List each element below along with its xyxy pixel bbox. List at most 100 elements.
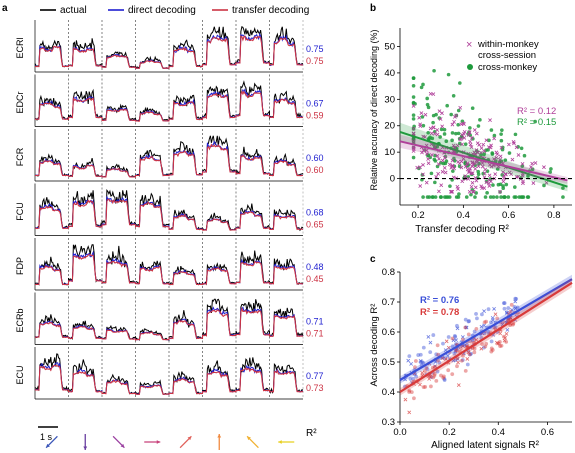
point-within-monkey	[423, 112, 428, 117]
point-direct	[515, 305, 520, 310]
point-cross-monkey	[457, 192, 461, 196]
point-within-monkey	[510, 157, 515, 162]
point-cross-monkey	[432, 68, 436, 73]
point-direct	[421, 360, 426, 365]
point-direct	[460, 358, 465, 362]
point-cross-monkey	[438, 135, 442, 139]
point-within-monkey	[501, 170, 505, 174]
point-cross-monkey	[411, 117, 416, 121]
point-within-monkey	[457, 161, 462, 166]
tick-label-b-y: 0	[390, 174, 395, 185]
point-within-monkey	[482, 149, 487, 154]
tick-label-b-x: 0.4	[457, 210, 470, 221]
point-direct	[492, 306, 496, 311]
point-within-monkey	[471, 189, 475, 194]
point-within-monkey	[460, 179, 465, 184]
point-direct	[455, 357, 460, 361]
target-arrow-head	[46, 443, 50, 448]
point-direct	[479, 324, 484, 329]
point-within-monkey	[431, 125, 436, 130]
point-within-monkey	[450, 164, 455, 169]
point-transfer	[454, 348, 459, 353]
point-transfer	[450, 372, 455, 377]
point-within-monkey	[469, 136, 474, 140]
point-transfer	[458, 346, 463, 351]
point-transfer	[503, 336, 508, 340]
point-cross-monkey	[431, 120, 435, 125]
point-direct	[450, 344, 455, 349]
point-transfer	[484, 341, 489, 346]
point-transfer	[489, 346, 494, 351]
muscle-label: FDP	[15, 257, 25, 275]
muscle-row-ECRb: ECRb 0.71 0.71	[15, 292, 324, 345]
tick-label-b-x: 0.8	[547, 210, 560, 221]
point-cross-monkey	[499, 132, 503, 136]
axis-c-ylabel: Across decoding R²	[369, 304, 380, 387]
point-direct	[486, 329, 491, 334]
point-within-monkey	[456, 187, 460, 191]
point-within-monkey	[449, 189, 454, 194]
point-transfer	[418, 382, 422, 387]
point-transfer	[436, 358, 440, 363]
panel-label-c: c	[370, 254, 376, 265]
point-within-monkey	[498, 189, 502, 194]
point-transfer	[456, 383, 461, 387]
point-transfer	[474, 326, 479, 331]
point-within-monkey	[529, 165, 533, 169]
point-direct	[452, 333, 457, 338]
point-transfer	[432, 372, 437, 376]
r2-transfer: 0.73	[306, 383, 324, 393]
panel-label-a: a	[2, 3, 8, 14]
point-within-monkey	[418, 124, 423, 128]
point-cross-monkey	[561, 195, 565, 199]
point-within-monkey	[418, 184, 423, 188]
point-within-monkey	[452, 166, 457, 171]
point-within-monkey	[463, 164, 468, 169]
panel-label-b: b	[370, 3, 376, 14]
point-within-monkey	[428, 126, 433, 131]
point-direct	[467, 319, 471, 323]
point-within-monkey	[499, 145, 504, 150]
point-cross-monkey	[433, 159, 438, 163]
tick-label-c-x: 0.0	[393, 427, 406, 438]
point-within-monkey	[468, 166, 473, 171]
point-cross-monkey	[500, 147, 505, 152]
tick-label-c-x: 0.4	[492, 427, 505, 438]
panel-b-scatter: Relative accuracy of direct decoding (%)…	[369, 28, 572, 235]
point-within-monkey	[450, 122, 455, 127]
point-within-monkey	[471, 189, 476, 194]
point-within-monkey	[481, 142, 486, 147]
point-cross-monkey	[451, 94, 456, 98]
point-direct	[418, 352, 423, 357]
point-cross-monkey	[561, 186, 565, 190]
point-within-monkey	[473, 176, 478, 180]
tick-label-c-y: 0.8	[382, 267, 395, 278]
point-cross-monkey	[542, 183, 546, 188]
point-within-monkey	[476, 164, 481, 169]
point-within-monkey	[483, 167, 488, 172]
point-direct	[513, 306, 518, 311]
trace-transfer	[34, 90, 304, 122]
point-within-monkey	[440, 124, 445, 129]
point-direct	[489, 339, 494, 344]
point-within-monkey	[439, 183, 444, 188]
point-within-monkey	[488, 118, 492, 123]
point-within-monkey	[419, 111, 424, 115]
muscle-label: ECU	[15, 365, 25, 384]
point-within-monkey	[454, 113, 459, 118]
point-cross-monkey	[482, 152, 486, 157]
point-direct	[421, 345, 426, 350]
tick-label-c-x: 0.2	[443, 427, 456, 438]
point-direct	[474, 312, 478, 316]
point-direct	[490, 316, 495, 320]
point-within-monkey	[531, 181, 536, 185]
legend-label-actual: actual	[60, 5, 87, 16]
trace-transfer	[34, 143, 303, 178]
point-within-monkey	[418, 165, 422, 170]
time-scale-label: 1 s	[40, 432, 53, 442]
point-direct	[466, 319, 471, 324]
point-cross-monkey	[470, 106, 475, 111]
point-transfer	[495, 316, 500, 321]
point-cross-monkey	[411, 76, 416, 81]
